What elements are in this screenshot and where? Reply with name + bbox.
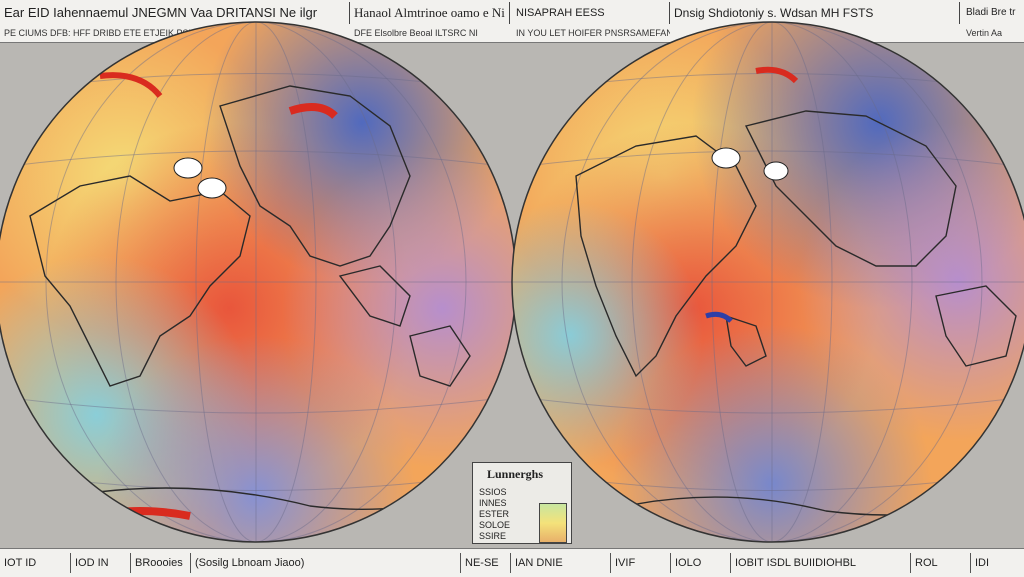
footer-cell: BRoooies xyxy=(130,553,190,573)
footer-bar: IOT ID IOD IN BRoooies (Sosilg Lbnoam Ji… xyxy=(0,548,1024,577)
legend-item: SSIOS xyxy=(479,487,507,497)
footer-cell: IOD IN xyxy=(70,553,130,573)
center-subtitle: DFE Elsolbre Beoal ILTSRC NI xyxy=(354,28,478,38)
far-right-title: Bladi Bre tr xyxy=(966,7,1016,18)
legend-color-scale xyxy=(539,503,567,543)
legend-item: SSIRE xyxy=(479,531,507,541)
legend-item: ESTER xyxy=(479,509,510,519)
footer-cell: (Sosilg Lbnoam Jiaoo) xyxy=(190,553,330,573)
legend-item: SOLOE xyxy=(479,520,511,530)
left-globe-map[interactable] xyxy=(0,16,522,548)
footer-cell: IVIF xyxy=(610,553,670,573)
left-subtitle: PE CIUMS DFB: HFF DRIBD ETE ETJEIK PSLIE… xyxy=(4,28,208,38)
center-title: Hanaol Almtrinoe oamo e Ni xyxy=(350,2,510,24)
legend-title: Lunnerghs xyxy=(487,467,544,481)
right-title: Dnsig Shdiotoniy s. Wdsan MH FSTS xyxy=(670,2,960,24)
footer-cell: IOBIT ISDL BUIIDIOHBL xyxy=(730,553,910,573)
right-globe-map[interactable] xyxy=(506,16,1024,548)
center2-title: NISAPRAH EESS xyxy=(512,2,670,24)
footer-cell: IOLO xyxy=(670,553,730,573)
footer-cell: ROL xyxy=(910,553,970,573)
map-legend: Lunnerghs SSIOS INNES ESTER SOLOE SSIRE xyxy=(472,462,572,544)
legend-item: INNES xyxy=(479,498,507,508)
footer-cell: IOT ID xyxy=(4,557,37,569)
left-title: Ear EID Iahennaemul JNEGMN Vaa DRITANSI … xyxy=(0,2,350,24)
footer-cell: IDI xyxy=(970,553,1024,573)
footer-cell: IAN DNIE xyxy=(510,553,610,573)
far-right-subtitle: Vertin Aa xyxy=(966,28,1003,38)
footer-cell: NE-SE xyxy=(460,553,510,573)
center2-subtitle: IN YOU LET HOIFER PNSRSAMEFAN xyxy=(516,28,670,38)
